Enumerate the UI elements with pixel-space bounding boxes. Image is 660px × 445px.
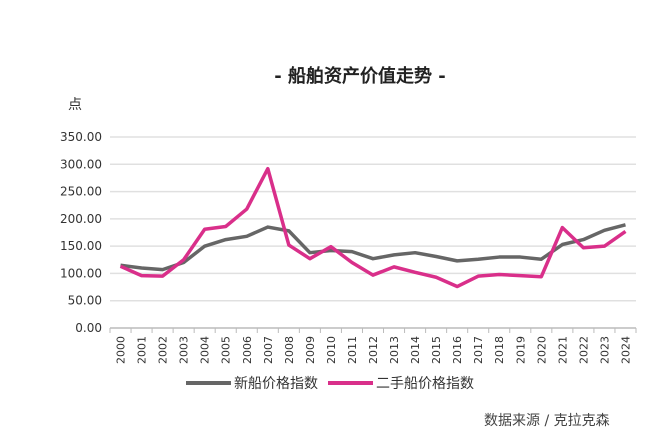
y-tick-label: 300.00 [60, 157, 102, 171]
source-note: 数据来源 / 克拉克森 [484, 413, 610, 429]
y-tick-label: 50.00 [68, 294, 102, 308]
x-tick-label: 2001 [136, 336, 149, 364]
chart-title: - 船舶资产价值走势 - [274, 66, 446, 87]
legend-label-1: 二手船价格指数 [376, 376, 474, 392]
y-tick-label: 150.00 [60, 239, 102, 253]
x-tick-label: 2012 [367, 336, 380, 364]
y-tick-label: 250.00 [60, 185, 102, 199]
x-tick-label: 2019 [514, 336, 527, 364]
x-tick-label: 2014 [409, 336, 422, 364]
legend-label-0: 新船价格指数 [234, 376, 318, 392]
x-tick-label: 2016 [451, 336, 464, 364]
x-tick-label: 2000 [115, 336, 128, 364]
x-tick-label: 2011 [346, 336, 359, 364]
y-tick-label: 200.00 [60, 212, 102, 226]
x-tick-label: 2008 [283, 336, 296, 364]
x-tick-label: 2009 [304, 336, 317, 364]
x-tick-label: 2015 [430, 336, 443, 364]
x-tick-label: 2004 [199, 336, 212, 364]
x-tick-label: 2022 [577, 336, 590, 364]
x-tick-label: 2003 [178, 336, 191, 364]
x-tick-label: 2024 [619, 336, 632, 364]
series-line-1 [119, 166, 627, 289]
x-tick-label: 2018 [493, 336, 506, 364]
x-tick-label: 2007 [262, 336, 275, 364]
series-line-0 [120, 223, 626, 272]
y-tick-label: 100.00 [60, 266, 102, 280]
x-tick-label: 2005 [220, 336, 233, 364]
x-tick-label: 2010 [325, 336, 338, 364]
x-tick-label: 2017 [472, 336, 485, 364]
y-tick-label: 0.00 [75, 321, 102, 335]
x-tick-label: 2002 [157, 336, 170, 364]
y-axis-label: 点 [68, 97, 82, 113]
x-tick-label: 2023 [598, 336, 611, 364]
x-tick-label: 2020 [535, 336, 548, 364]
y-tick-label: 350.00 [60, 130, 102, 144]
x-tick-label: 2006 [241, 336, 254, 364]
x-tick-label: 2013 [388, 336, 401, 364]
x-tick-label: 2021 [556, 336, 569, 364]
